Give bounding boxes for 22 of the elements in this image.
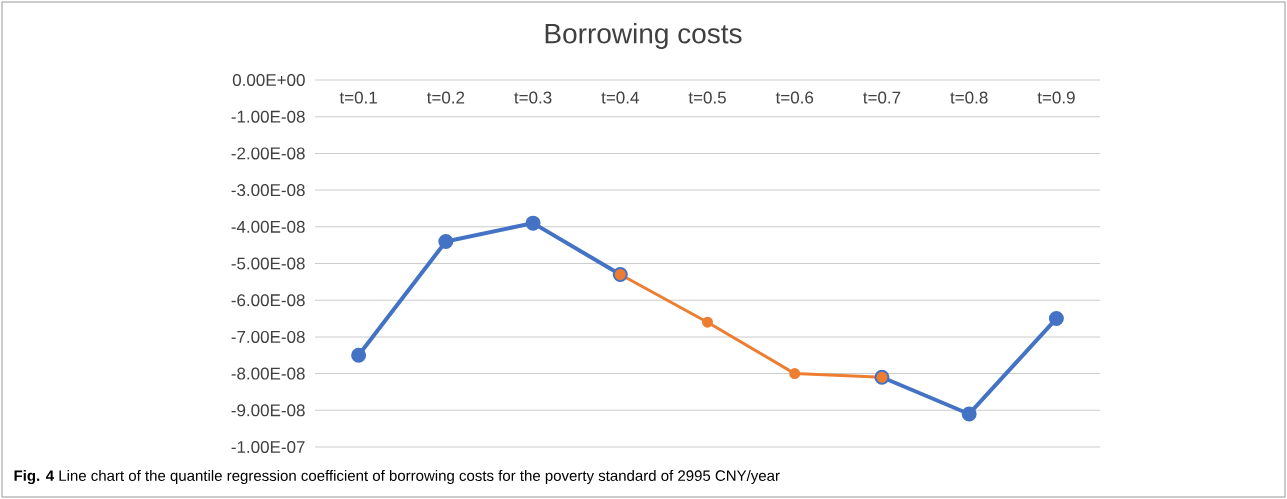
y-tick-label: -7.00E-08 bbox=[231, 330, 305, 343]
y-tick-label: 0.00E+00 bbox=[232, 73, 305, 87]
y-tick-label: -3.00E-08 bbox=[231, 184, 305, 197]
y-tick-label: -9.00E-08 bbox=[231, 404, 305, 417]
x-tick-label: t=0.6 bbox=[775, 91, 814, 104]
x-tick-label: t=0.3 bbox=[514, 91, 552, 104]
y-tick-label: -8.00E-08 bbox=[231, 367, 305, 380]
x-tick-label: t=0.4 bbox=[601, 91, 639, 104]
chart-title: Borrowing costs bbox=[545, 22, 742, 50]
y-tick-label: -6.00E-08 bbox=[231, 294, 305, 307]
y-tick-label: -1.00E-08 bbox=[231, 110, 305, 123]
x-tick-label: t=0.8 bbox=[950, 91, 988, 104]
x-tick-label: t=0.5 bbox=[688, 91, 726, 104]
x-tick-label: t=0.7 bbox=[863, 91, 901, 104]
x-tick-label: t=0.1 bbox=[339, 91, 377, 104]
y-tick-label: -5.00E-08 bbox=[231, 257, 305, 270]
text: Fig. 4 Line chart of the quantile regression coefficient of borrowing costs for the poverty standard of 2995 CNY/year bbox=[14, 469, 780, 485]
y-tick-label: -4.00E-08 bbox=[231, 220, 305, 233]
y-tick-label: -2.00E-08 bbox=[231, 147, 305, 160]
y-tick-label: -1.00E-07 bbox=[231, 440, 305, 454]
x-tick-label: t=0.9 bbox=[1037, 91, 1075, 104]
x-tick-label: t=0.2 bbox=[426, 91, 465, 104]
